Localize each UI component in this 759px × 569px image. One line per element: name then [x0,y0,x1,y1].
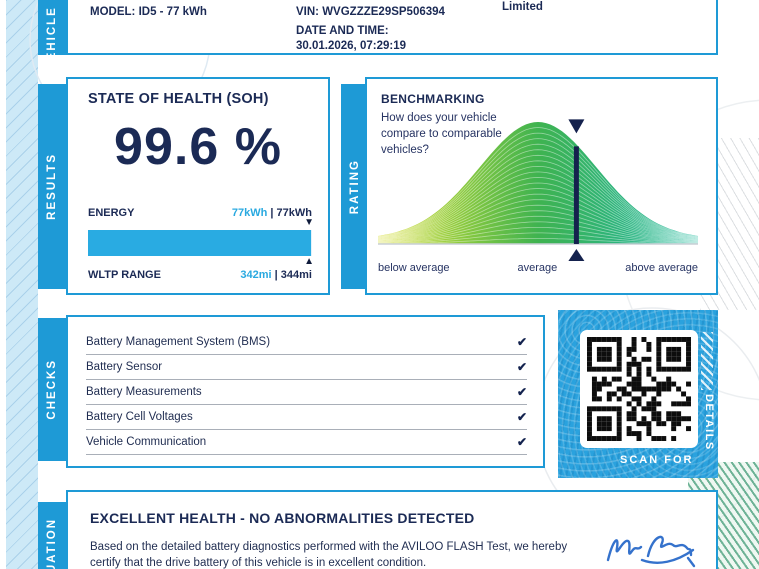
energy-label: ENERGY [88,207,135,219]
tab-results-label: RESULTS [46,153,58,220]
details-label: DETAILS [703,394,715,451]
subtitle-line: compare to comparable [381,128,502,140]
axis-label-below-average: below average [378,262,450,274]
tab-vehicle-label: VEHICLE [46,6,58,55]
wltp-label: WLTP RANGE [88,269,161,281]
qr-code [580,330,698,448]
evaluation-panel: EXCELLENT HEALTH - NO ABNORMALITIES DETE… [66,490,718,569]
tab-checks-label: CHECKS [46,359,58,420]
vehicle-panel: MODEL: ID5 - 77 kWh VIN: WVGZZZE29SP5063… [66,0,718,55]
soh-marker-bottom-icon: ▲ [304,256,314,267]
qr-hatch-decor [701,332,713,390]
check-label: Battery Cell Voltages [86,411,193,423]
check-row: Battery Management System (BMS) ✔ [86,330,527,355]
benchmark-axis-labels: below average average above average [378,262,698,274]
section-tab-checks: CHECKS [38,318,66,461]
evaluation-body-line: Based on the detailed battery diagnostic… [90,541,568,553]
energy-current: 77kWh [231,207,268,219]
check-row: Battery Measurements ✔ [86,380,527,405]
soh-marker-top-icon: ▼ [304,217,314,228]
subtitle-line: vehicles? [381,144,429,156]
soh-bar-track [88,230,312,256]
model-label: MODEL: [90,6,136,18]
check-list: Battery Management System (BMS) ✔ Batter… [86,330,527,455]
soh-title: STATE OF HEALTH (SOH) [88,91,269,107]
scan-for-label: SCAN FOR [620,454,694,466]
vin-label: VIN: [296,6,319,18]
wltp-total: 344mi [280,269,312,281]
check-row: Vehicle Communication ✔ [86,430,527,455]
checkmark-icon: ✔ [516,385,527,399]
check-label: Battery Management System (BMS) [86,336,271,348]
datetime-label: DATE AND TIME: [296,25,389,37]
qr-code-pattern [587,337,691,441]
results-panel: STATE OF HEALTH (SOH) 99.6 % ENERGY 77kW… [66,77,330,295]
benchmarking-title: BENCHMARKING [381,92,485,106]
section-tab-results: RESULTS [38,84,66,289]
check-row: Battery Cell Voltages ✔ [86,405,527,430]
datetime-value: 30.01.2026, 07:29:19 [296,40,406,52]
tab-rating-label: RATING [349,158,361,215]
check-row: Battery Sensor ✔ [86,355,527,380]
energy-total: 77kWh [276,207,312,219]
vin-field: VIN: WVGZZZE29SP506394 [296,6,445,18]
model-value: ID5 - 77 kWh [138,6,207,18]
evaluation-body: Based on the detailed battery diagnostic… [90,539,570,569]
signature [606,535,696,568]
check-label: Vehicle Communication [86,436,207,448]
axis-label-average: average [517,262,558,274]
evaluation-title: EXCELLENT HEALTH - NO ABNORMALITIES DETE… [90,510,475,526]
wltp-current: 342mi [240,269,272,281]
qr-block: SCAN FOR DETAILS [558,310,718,478]
left-decor-strip [6,0,38,569]
section-tab-vehicle: VEHICLE [38,0,66,55]
checks-panel: Battery Management System (BMS) ✔ Batter… [66,315,545,468]
section-tab-evaluation: EVALUATION [38,502,66,569]
subtitle-line: How does your vehicle [381,112,497,124]
checkmark-icon: ✔ [516,360,527,374]
check-label: Battery Measurements [86,386,202,398]
wltp-row: WLTP RANGE 342mi | 344mi [88,269,312,281]
vin-value: WVGZZZE29SP506394 [322,6,445,18]
soh-bar-fill [88,230,312,256]
evaluation-body-line: certify that the drive battery of this v… [90,557,427,569]
wltp-separator: | [274,269,278,281]
check-label: Battery Sensor [86,361,163,373]
energy-values: 77kWh | 77kWh [232,207,312,219]
checkmark-icon: ✔ [516,435,527,449]
benchmarking-subtitle: How does your vehicle compare to compara… [381,110,541,158]
axis-label-above-average: above average [625,262,698,274]
tab-evaluation-label: EVALUATION [46,517,58,569]
wltp-values: 342mi | 344mi [240,269,312,281]
rating-panel: BENCHMARKING How does your vehicle compa… [365,77,718,295]
checkmark-icon: ✔ [516,335,527,349]
checkmark-icon: ✔ [516,410,527,424]
benchmark-distribution-chart [378,119,698,261]
energy-separator: | [270,207,274,219]
limited-text: Limited [502,1,543,13]
section-tab-rating: RATING [341,84,369,289]
soh-value: 99.6 % [114,118,282,176]
energy-row: ENERGY 77kWh | 77kWh [88,207,312,219]
model-field: MODEL: ID5 - 77 kWh [90,6,207,18]
